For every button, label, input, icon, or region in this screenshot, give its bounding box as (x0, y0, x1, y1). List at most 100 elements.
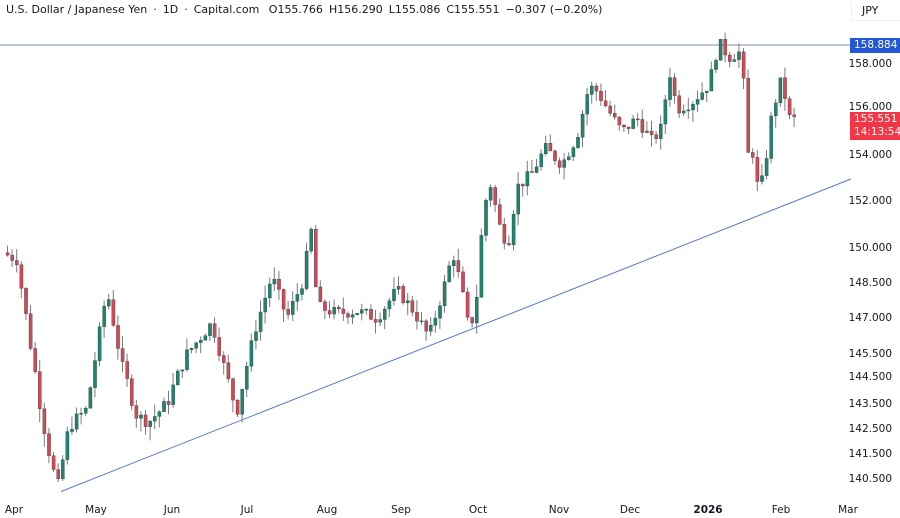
candle-body (410, 300, 415, 313)
price-axis-label: 142.500 (848, 423, 892, 435)
candle-body (424, 320, 428, 332)
candle-body (47, 433, 51, 456)
candle-body (774, 102, 778, 117)
candle-body (318, 286, 323, 302)
candle-body (42, 408, 47, 434)
candle-body (728, 54, 732, 62)
candle-body (360, 309, 364, 314)
candle-body (456, 260, 461, 273)
candle-body (525, 171, 530, 187)
candle-body (217, 337, 221, 356)
time-axis-label: Sep (391, 504, 411, 516)
ascending-trendline[interactable] (60, 178, 852, 492)
candle-body (433, 317, 438, 326)
candle-body (93, 360, 97, 388)
chart-header: U.S. Dollar / Japanese Yen · 1D · Capital.co… (6, 3, 603, 16)
candle-body (672, 77, 677, 96)
symbol-name: U.S. Dollar / Japanese Yen (6, 3, 148, 16)
candle-body (263, 297, 267, 313)
candle-body (783, 77, 787, 99)
candle-body (245, 366, 249, 390)
candle-body (599, 90, 603, 101)
horizontal-line-price-tag: 158.884 (850, 38, 900, 53)
candle-body (488, 187, 493, 201)
candle-body (415, 311, 419, 322)
ohlc-low: L155.086 (388, 3, 441, 16)
candle-body (272, 278, 277, 285)
candle-body (751, 152, 755, 158)
price-axis-label: 152.000 (848, 195, 892, 207)
candle-body (787, 98, 792, 115)
candle-body (153, 416, 157, 422)
candle-body (714, 60, 718, 70)
candle-body (617, 116, 622, 126)
candle-body (369, 309, 373, 320)
candle-body (33, 348, 37, 372)
candle-body (567, 156, 571, 160)
candle-body (171, 384, 175, 405)
time-axis-label: Jul (240, 504, 254, 516)
data-source: Capital.com (193, 3, 260, 16)
candle-body (65, 431, 70, 460)
candle-body (194, 342, 198, 349)
candle-body (723, 38, 727, 56)
candle-body (300, 288, 304, 295)
candle-body (442, 281, 447, 307)
candle-body (5, 252, 10, 256)
candle-body (332, 307, 336, 315)
candle-body (116, 325, 120, 349)
candle-body (760, 175, 764, 182)
candle-body (686, 109, 691, 112)
candle-body (396, 286, 401, 290)
candle-body (645, 130, 649, 133)
candle-body (737, 51, 741, 60)
candle-body (622, 124, 626, 128)
price-axis-label: 150.000 (848, 242, 892, 254)
candle-body (461, 271, 465, 293)
candle-body (125, 361, 129, 379)
candle-body (530, 171, 534, 173)
candle-body (493, 187, 497, 205)
candle-body (511, 213, 516, 246)
ohlc-high: H156.290 (328, 3, 383, 16)
candle-body (383, 308, 387, 320)
currency-selector[interactable]: JPY (851, 1, 900, 21)
candle-body (594, 85, 599, 92)
candle-body (718, 38, 723, 61)
candle-body (337, 307, 341, 310)
candle-body (70, 429, 74, 432)
candle-body (254, 331, 258, 341)
price-axis-label: 154.000 (848, 149, 892, 161)
candle-body (226, 362, 231, 379)
ohlc-close: C155.551 (446, 3, 500, 16)
candle-body (222, 355, 226, 363)
candle-body (291, 301, 295, 315)
time-axis-label: Feb (771, 504, 791, 516)
candle-body (24, 288, 28, 314)
candle-body (28, 313, 33, 349)
candle-body (341, 308, 346, 314)
candle-body (475, 296, 479, 324)
time-axis-label: Apr (4, 504, 24, 516)
candle-body (507, 243, 511, 246)
candle-body (608, 105, 612, 114)
price-axis-label: 143.500 (848, 398, 892, 410)
candle-body (323, 301, 327, 311)
candle-body (304, 250, 309, 289)
candle-body (516, 183, 520, 215)
candle-body (557, 160, 562, 168)
candle-body (176, 370, 180, 386)
candle-body (268, 283, 272, 299)
price-change: −0.307 (−0.20%) (505, 3, 603, 16)
candle-body (208, 323, 212, 336)
bar-countdown: 14:13:54 (854, 126, 900, 138)
candle-body (709, 69, 714, 92)
candle-body (585, 94, 589, 115)
interval[interactable]: 1D (162, 3, 179, 16)
candle-body (700, 92, 704, 100)
candle-body (74, 413, 79, 430)
candle-body (695, 99, 700, 105)
candle-body (281, 289, 286, 310)
candle-body (447, 265, 451, 282)
